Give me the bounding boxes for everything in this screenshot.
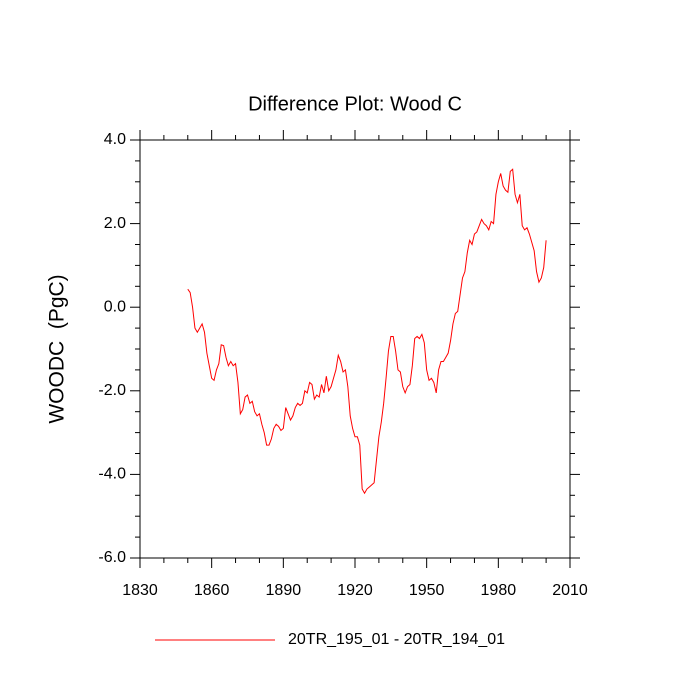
x-tick-label: 1830	[122, 582, 158, 599]
y-tick-label: -2.0	[98, 382, 126, 399]
x-tick-label: 1980	[481, 582, 517, 599]
x-tick-label: 1890	[266, 582, 302, 599]
x-tick-label: 1950	[409, 582, 445, 599]
x-tick-label: 1920	[337, 582, 373, 599]
x-tick-label: 1860	[194, 582, 230, 599]
legend-label: 20TR_195_01 - 20TR_194_01	[288, 631, 505, 648]
y-tick-label: -6.0	[98, 549, 126, 566]
plot-frame	[139, 139, 571, 559]
y-axis-label: WOODC (PgC)	[46, 274, 69, 423]
y-tick-label: -4.0	[98, 466, 126, 483]
x-tick-label: 2010	[552, 582, 588, 599]
chart-title: Difference Plot: Wood C	[248, 93, 462, 115]
y-tick-label: 4.0	[104, 131, 126, 148]
data-line	[187, 168, 547, 495]
y-tick-label: 0.0	[104, 298, 126, 315]
y-tick-label: 2.0	[104, 215, 126, 232]
